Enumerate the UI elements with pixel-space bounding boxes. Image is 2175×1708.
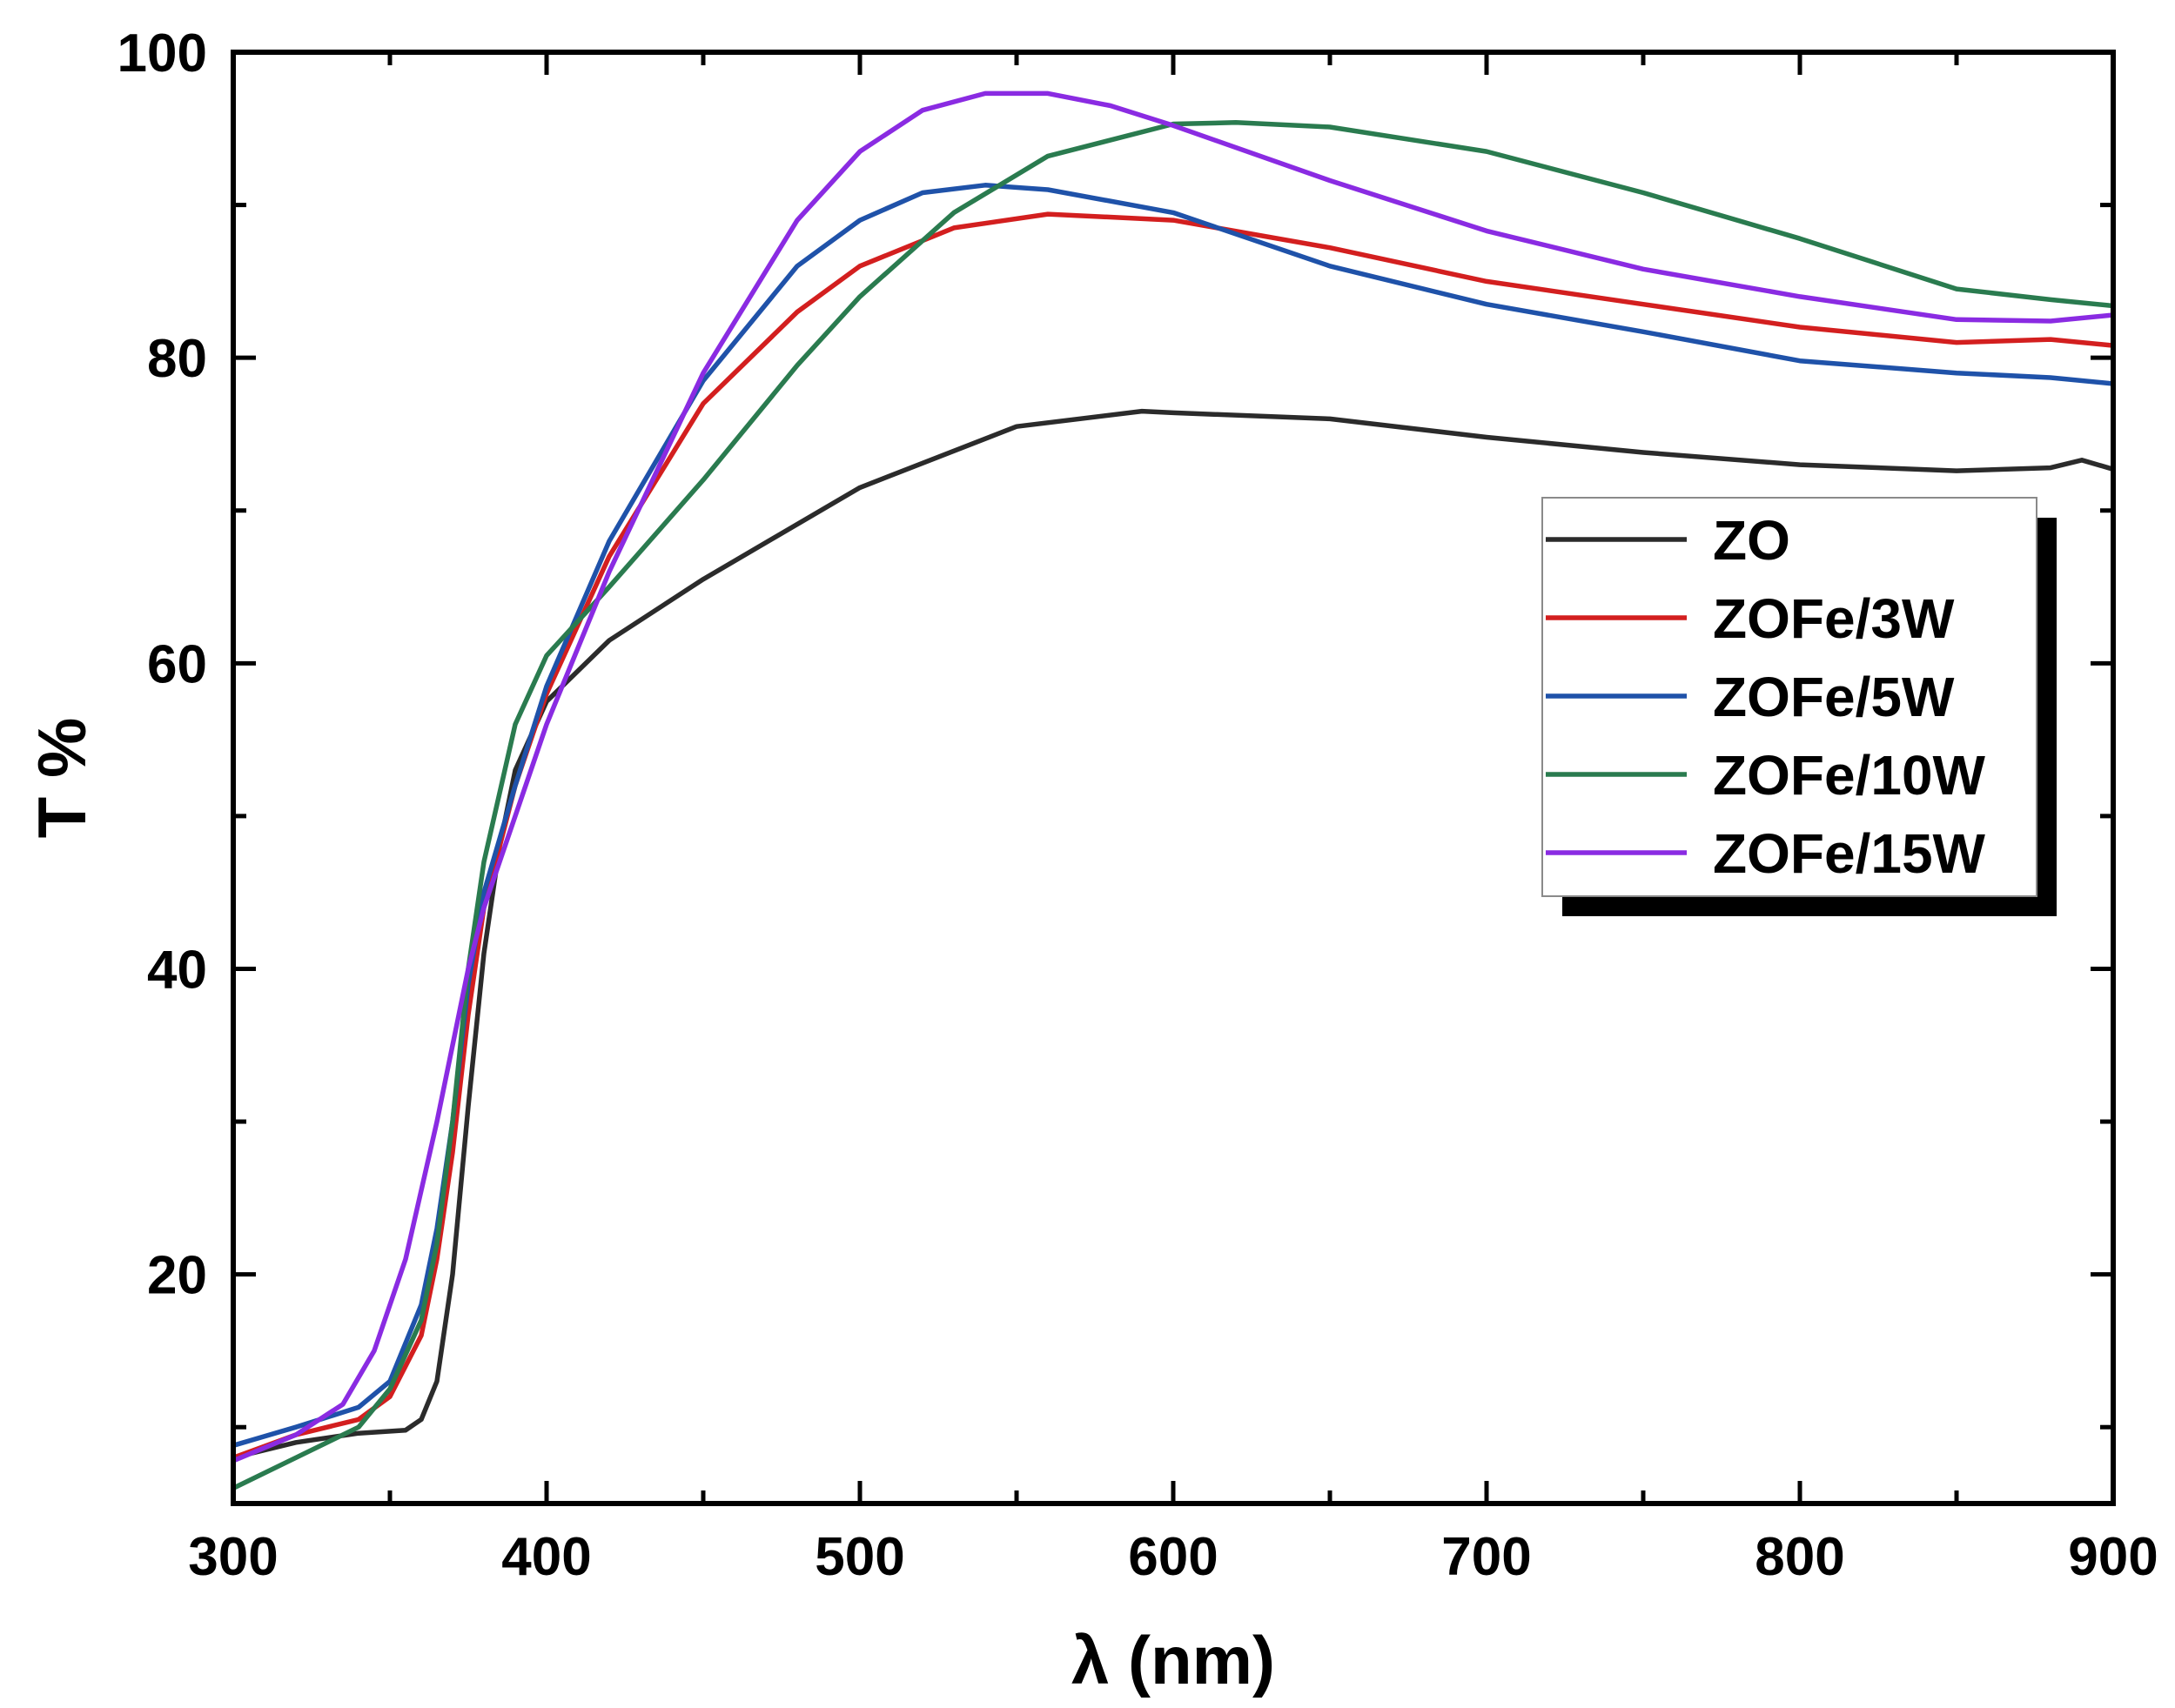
y-tick-label: 100 xyxy=(117,23,207,84)
x-tick-label: 400 xyxy=(501,1527,591,1587)
x-tick-label: 900 xyxy=(2068,1527,2158,1587)
legend-label-zo: ZO xyxy=(1713,509,1790,572)
y-axis-title: T % xyxy=(23,718,100,839)
legend: ZO ZOFe/3W ZOFe/5W ZOFe/10W ZOFe/15W xyxy=(1541,497,2057,916)
y-tick-label: 40 xyxy=(147,940,207,1000)
legend-label-zofe-3w: ZOFe/3W xyxy=(1713,587,1955,650)
y-tick-label: 60 xyxy=(147,634,207,694)
legend-label-zofe-10w: ZOFe/10W xyxy=(1713,744,1986,807)
tick-label-layer: 300 400 500 600 700 800 900 20 40 60 80 100 xyxy=(117,23,2158,1587)
series-layer xyxy=(231,90,2116,1491)
y-tick-label: 20 xyxy=(147,1246,207,1306)
series-line-zo xyxy=(231,408,2116,1461)
series-line-zofe-15w xyxy=(231,90,2116,1464)
ticks-layer xyxy=(231,50,2116,1504)
y-tick-label: 80 xyxy=(147,329,207,389)
x-tick-label: 800 xyxy=(1755,1527,1844,1587)
series-line-zofe-3w xyxy=(231,211,2116,1461)
series-line-zofe-5w xyxy=(231,183,2116,1449)
legend-label-zofe-15w: ZOFe/15W xyxy=(1713,822,1986,885)
x-tick-label: 600 xyxy=(1128,1527,1218,1587)
x-axis-title: λ (nm) xyxy=(1071,1622,1275,1698)
series-line-zofe-10w xyxy=(231,120,2116,1491)
legend-label-zofe-5w: ZOFe/5W xyxy=(1713,666,1955,728)
x-tick-label: 700 xyxy=(1441,1527,1531,1587)
x-tick-label: 500 xyxy=(815,1527,904,1587)
x-tick-label: 300 xyxy=(188,1527,278,1587)
legend-entries: ZO ZOFe/3W ZOFe/5W ZOFe/10W ZOFe/15W xyxy=(1546,509,1986,885)
